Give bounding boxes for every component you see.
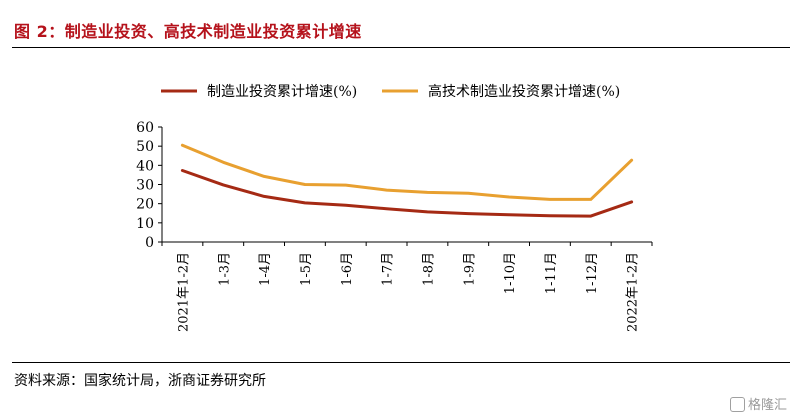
x-tick-label: 1-6月 <box>340 252 355 286</box>
y-tick-label: 20 <box>136 197 154 213</box>
y-tick-label: 40 <box>136 158 154 174</box>
top-rule <box>12 47 790 48</box>
y-tick-label: 0 <box>145 235 154 251</box>
y-tick-label: 10 <box>136 216 154 232</box>
bottom-rule <box>12 362 790 363</box>
series-line-1 <box>180 169 634 218</box>
watermark-logo-icon <box>729 397 745 412</box>
y-tick-label: 50 <box>136 139 154 155</box>
x-tick-label: 2022年1-2月 <box>626 252 641 332</box>
x-tick-label: 1-4月 <box>258 252 273 286</box>
watermark-text: 格隆汇 <box>747 398 787 413</box>
figure-title: 图 2：制造业投资、高技术制造业投资累计增速 <box>14 22 362 41</box>
watermark: 格隆汇 <box>729 394 787 413</box>
axes: 0 10 20 30 40 50 60 2021年1-2月 1-3月 1-4月 1-5月 1-6月 1-… <box>136 120 653 332</box>
y-tick-label: 30 <box>136 178 154 194</box>
x-tick-label: 1-11月 <box>544 252 559 294</box>
legend: 制造业投资累计增速(%) 高技术制造业投资累计增速(%) <box>161 83 620 100</box>
x-tick-label: 1-10月 <box>503 252 518 294</box>
series-lines <box>180 143 634 218</box>
x-tick-label: 1-5月 <box>299 252 314 286</box>
legend-label-1: 制造业投资累计增速(%) <box>207 84 357 100</box>
x-tick-label: 1-12月 <box>585 252 600 294</box>
legend-label-2: 高技术制造业投资累计增速(%) <box>428 83 620 100</box>
y-tick-label: 60 <box>136 120 154 136</box>
x-tick-label: 1-9月 <box>462 252 477 286</box>
series-line-2 <box>180 143 634 201</box>
source-note: 资料来源：国家统计局，浙商证券研究所 <box>14 373 266 389</box>
x-tick-label: 1-8月 <box>421 252 436 286</box>
x-tick-label: 1-7月 <box>381 252 396 286</box>
x-tick-label: 2021年1-2月 <box>176 252 191 332</box>
x-tick-label: 1-3月 <box>217 252 232 286</box>
